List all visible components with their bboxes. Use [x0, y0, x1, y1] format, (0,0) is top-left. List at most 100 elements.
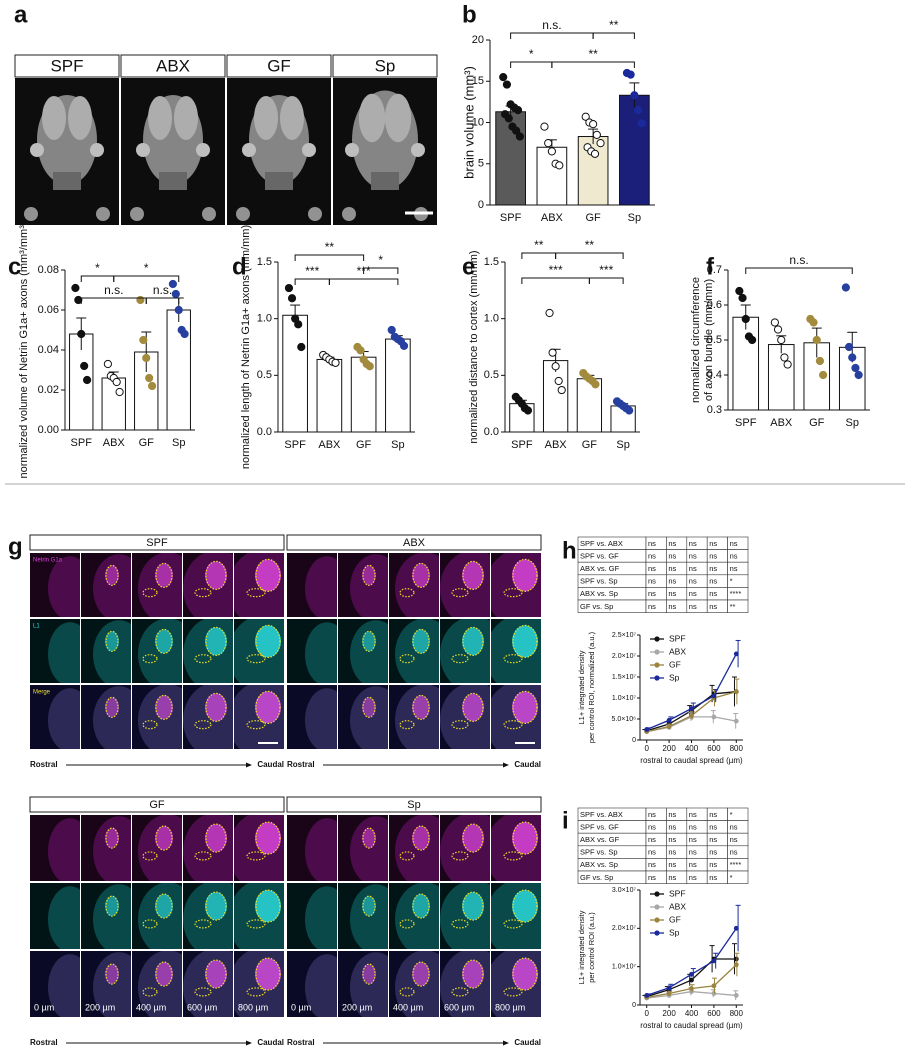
roi-outline	[155, 628, 173, 654]
y-tick-label: 1.5	[484, 256, 499, 268]
x-tick-label: Sp	[628, 212, 641, 224]
panel-letter: b	[462, 1, 477, 28]
x-tick-label: 600	[707, 1009, 721, 1018]
roi-outline	[255, 624, 281, 658]
tract	[462, 561, 484, 590]
tract	[205, 627, 227, 656]
data-point	[819, 370, 828, 380]
x-tick-label: 200	[662, 744, 676, 753]
tract	[362, 896, 376, 917]
micrograph	[389, 815, 439, 881]
series-marker	[666, 991, 672, 996]
significance-label: ***	[599, 263, 613, 277]
micrograph-bg	[30, 815, 80, 881]
roi-outline	[205, 959, 227, 989]
table-text: ns	[730, 822, 738, 831]
y-tick-label: 2.0×10⁷	[612, 925, 637, 932]
y-axis-label: normalized circumference	[690, 277, 702, 403]
table-text: ns	[709, 873, 717, 882]
panel-letter: g	[8, 533, 23, 560]
x-tick-label: ABX	[318, 439, 341, 451]
table-text: ns	[668, 822, 676, 831]
roi-outline	[462, 692, 484, 722]
tract	[412, 894, 430, 919]
y-tick-label: 0.5	[257, 369, 272, 381]
roi-outline	[462, 959, 484, 989]
micrograph-bg	[287, 553, 337, 617]
micrograph-bg	[440, 815, 490, 881]
y-tick-label: 5	[478, 158, 484, 170]
micrograph-bg	[132, 815, 182, 881]
y-tick-label: 0	[632, 737, 636, 744]
tissue	[305, 622, 337, 683]
tract	[462, 627, 484, 656]
data-point	[504, 114, 513, 123]
eye	[411, 143, 425, 157]
legend-marker	[654, 662, 660, 668]
bar	[101, 377, 126, 431]
y-axis-label: normalized distance to cortex (mm/mm)	[468, 250, 480, 443]
group-label: ABX	[403, 537, 426, 549]
micrograph	[287, 685, 337, 749]
micrograph	[338, 883, 388, 949]
roi-outline	[462, 823, 484, 853]
legend-label: SPF	[669, 633, 686, 643]
data-point	[387, 325, 396, 335]
panel-letter: d	[232, 253, 247, 280]
eye	[136, 143, 150, 157]
data-point	[365, 362, 374, 371]
micrograph-bg	[30, 951, 80, 1017]
table-text: ns	[648, 551, 656, 560]
bracket	[588, 277, 624, 284]
eye	[90, 143, 104, 157]
table-text: ns	[668, 602, 676, 611]
micrograph-bg	[81, 883, 131, 949]
data-point	[499, 73, 508, 82]
limb	[236, 207, 250, 221]
table-text: ns	[709, 539, 717, 548]
data-point	[637, 119, 646, 128]
x-tick-label: SPF	[735, 417, 757, 429]
series-marker	[689, 713, 694, 719]
roi-outline	[512, 889, 538, 923]
roi-outline	[205, 560, 227, 590]
roi-outline	[205, 692, 227, 722]
significance-label: ***	[305, 264, 319, 278]
group-header	[29, 796, 285, 813]
table-text: ns	[648, 589, 656, 598]
significance-label: ***	[357, 264, 371, 278]
series-marker	[689, 971, 694, 977]
caudal-label: Caudal	[514, 1038, 541, 1047]
data-point	[77, 329, 86, 339]
limb	[202, 207, 216, 221]
y-tick-label: 0.02	[38, 384, 59, 396]
image-label: Sp	[375, 56, 396, 75]
legend-marker	[654, 675, 660, 681]
micrograph	[81, 951, 131, 1017]
tissue	[48, 556, 80, 617]
data-point	[80, 361, 89, 371]
micrograph-bg	[183, 883, 233, 949]
y-axis-label: L1+ integrated density	[577, 650, 586, 724]
data-point	[545, 308, 554, 318]
x-tick-label: 0	[644, 1009, 649, 1018]
tract	[155, 894, 173, 919]
table-text: ns	[709, 810, 717, 819]
y-axis-label: normalized volume of Netrin G1a+ axons (…	[18, 221, 30, 478]
data-point	[809, 318, 818, 327]
y-tick-label: 0.4	[707, 369, 722, 381]
table-cell	[727, 599, 749, 613]
table-text: ns	[689, 810, 697, 819]
skull	[130, 95, 216, 221]
data-point	[168, 279, 177, 289]
legend-label: Sp	[669, 927, 680, 937]
x-tick-label: 600	[707, 744, 721, 753]
y-tick-label: 10	[472, 116, 484, 128]
micrograph-bg	[81, 815, 131, 881]
series-marker	[689, 706, 694, 711]
micrograph-bg	[183, 951, 233, 1017]
label-box	[332, 54, 438, 78]
micrograph-bg	[81, 553, 131, 617]
bracket	[551, 61, 635, 68]
